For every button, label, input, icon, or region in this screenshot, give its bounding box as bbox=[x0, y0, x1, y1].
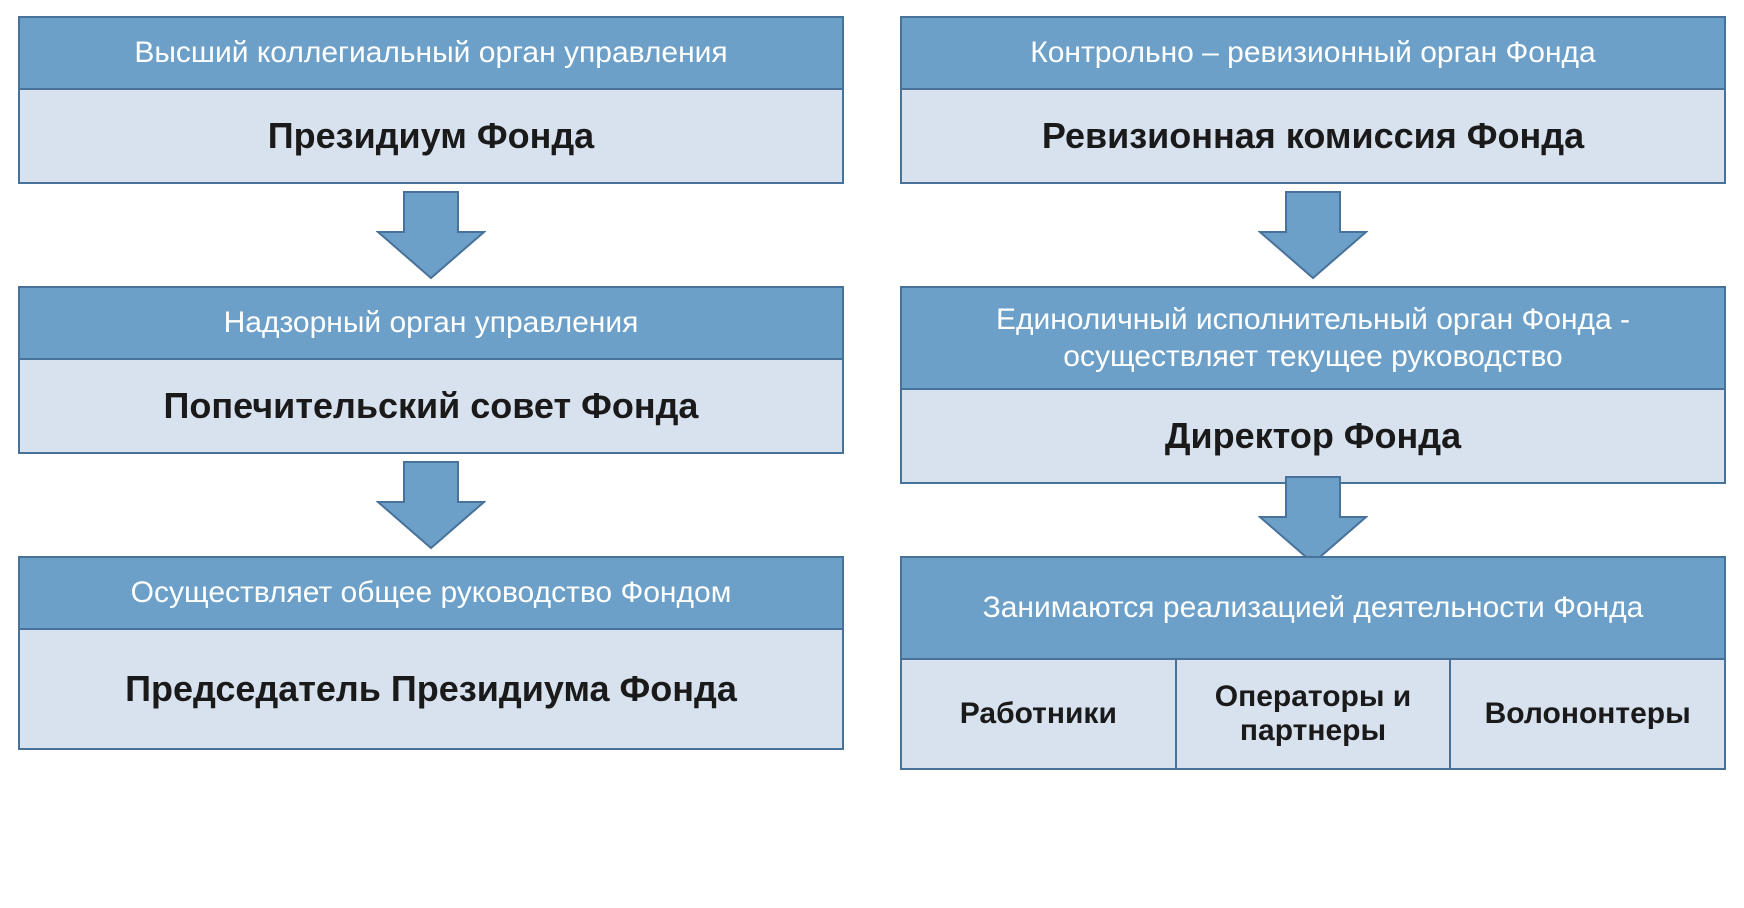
split-cell-operators: Операторы и партнеры bbox=[1175, 660, 1450, 768]
box-body: Директор Фонда bbox=[902, 388, 1724, 482]
chevron-down-icon bbox=[376, 190, 486, 280]
arrow-down bbox=[900, 484, 1726, 556]
arrow-down bbox=[18, 454, 844, 556]
box-header: Единоличный исполнительный орган Фонда -… bbox=[902, 288, 1724, 388]
box-implementers: Занимаются реализацией деятельности Фонд… bbox=[900, 556, 1726, 770]
split-cell-workers: Работники bbox=[902, 660, 1175, 768]
box-body: Ревизионная комиссия Фонда bbox=[902, 88, 1724, 182]
arrow-down bbox=[900, 184, 1726, 286]
box-presidium: Высший коллегиальный орган управления Пр… bbox=[18, 16, 844, 184]
box-header: Надзорный орган управления bbox=[20, 288, 842, 358]
split-cell-volunteers: Волононтеры bbox=[1449, 660, 1724, 768]
chevron-down-icon bbox=[376, 460, 486, 550]
box-trustees: Надзорный орган управления Попечительски… bbox=[18, 286, 844, 454]
box-header: Занимаются реализацией деятельности Фонд… bbox=[902, 558, 1724, 658]
box-header: Осуществляет общее руководство Фондом bbox=[20, 558, 842, 628]
box-body: Президиум Фонда bbox=[20, 88, 842, 182]
box-chairman: Осуществляет общее руководство Фондом Пр… bbox=[18, 556, 844, 750]
right-column: Контрольно – ревизионный орган Фонда Рев… bbox=[900, 16, 1726, 892]
box-audit: Контрольно – ревизионный орган Фонда Рев… bbox=[900, 16, 1726, 184]
box-split: Работники Операторы и партнеры Волононте… bbox=[902, 658, 1724, 768]
box-body: Попечительский совет Фонда bbox=[20, 358, 842, 452]
box-body: Председатель Президиума Фонда bbox=[20, 628, 842, 748]
chevron-down-icon bbox=[1258, 475, 1368, 565]
box-header: Контрольно – ревизионный орган Фонда bbox=[902, 18, 1724, 88]
arrow-down bbox=[18, 184, 844, 286]
box-director: Единоличный исполнительный орган Фонда -… bbox=[900, 286, 1726, 484]
left-column: Высший коллегиальный орган управления Пр… bbox=[18, 16, 844, 892]
chevron-down-icon bbox=[1258, 190, 1368, 280]
org-chart: Высший коллегиальный орган управления Пр… bbox=[0, 0, 1744, 908]
box-header: Высший коллегиальный орган управления bbox=[20, 18, 842, 88]
